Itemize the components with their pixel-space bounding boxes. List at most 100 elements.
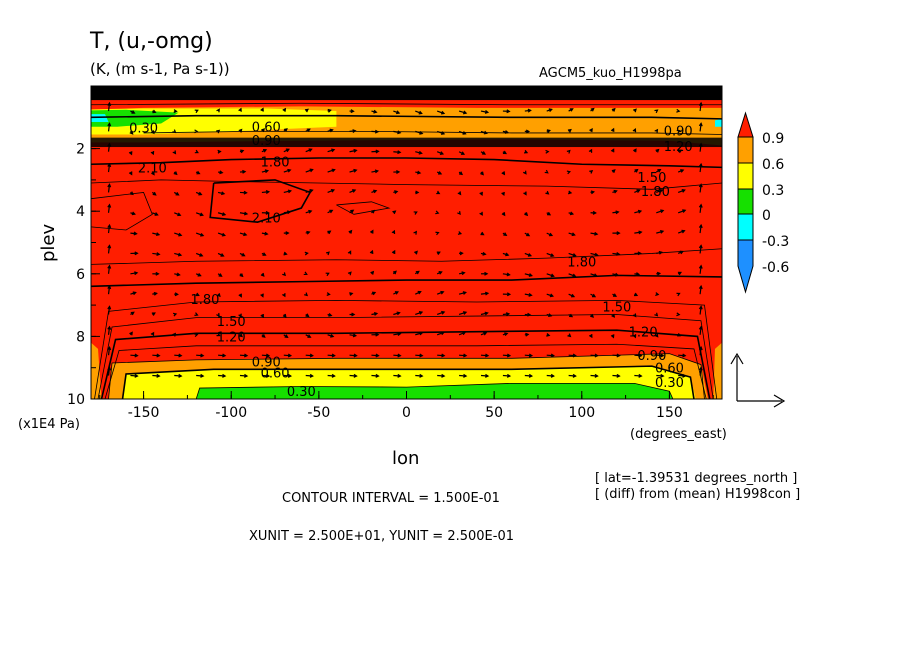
wind-vector-head — [199, 253, 204, 257]
wind-vector-head — [463, 373, 468, 378]
wind-vector-head — [261, 128, 266, 133]
wind-vector-head — [150, 150, 155, 156]
y-tick-label: 6 — [76, 267, 85, 283]
wind-vector-head — [216, 108, 220, 113]
wind-vector-head — [567, 190, 573, 195]
wind-vector-head — [284, 334, 289, 339]
y-axis-title: plev — [38, 223, 59, 262]
wind-vector-head — [680, 169, 685, 173]
wind-vector — [699, 347, 702, 356]
wind-vector-head — [611, 107, 616, 112]
wind-vector-head — [178, 353, 183, 358]
wind-vector-head — [550, 373, 555, 378]
wind-vector-head — [549, 293, 555, 298]
wind-vector-head — [219, 170, 224, 175]
wind-vector-head — [353, 168, 358, 173]
wind-vector-head — [325, 251, 330, 256]
wind-vector-head — [221, 232, 226, 237]
wind-vector-head — [638, 230, 643, 235]
wind-vector-head — [238, 313, 242, 318]
contour-line — [195, 382, 674, 399]
wind-vector-head — [505, 252, 510, 257]
wind-vector-head — [306, 230, 311, 235]
wind-vector-head — [264, 169, 270, 174]
wind-vector-head — [441, 310, 446, 315]
wind-vector-head — [526, 232, 531, 237]
wind-vector-head — [676, 129, 681, 134]
wind-vector-head — [484, 271, 489, 276]
wind-vector — [107, 123, 111, 132]
wind-vector-head — [415, 190, 420, 195]
wind-vector-head — [287, 189, 293, 194]
colorbar-label: 0.6 — [762, 157, 784, 173]
y-tick-label: 4 — [76, 204, 85, 220]
wind-vector-head — [347, 271, 352, 276]
wind-vector-head — [369, 229, 374, 234]
wind-vector-head — [129, 191, 134, 196]
wind-vector-head — [527, 253, 533, 257]
wind-vector-head — [397, 332, 402, 336]
wind-vector-head — [463, 353, 468, 358]
wind-vector-head — [634, 168, 639, 173]
wind-vector-head — [282, 107, 287, 112]
wind-vector-head — [194, 312, 199, 316]
wind-vector-head — [327, 230, 332, 235]
wind-vector-head — [440, 290, 445, 295]
colorbar-label: 0.9 — [762, 131, 784, 147]
wind-vector-head — [132, 291, 137, 296]
wind-vector — [107, 306, 111, 315]
diff-info: [ (diff) from (mean) H1998con ] — [595, 487, 800, 502]
wind-vector-head — [375, 149, 380, 154]
contour-label: 1.80 — [261, 156, 290, 171]
wind-vector — [107, 184, 111, 193]
wind-vector-head — [396, 170, 401, 174]
wind-vector-head — [567, 333, 572, 338]
wind-vector-head — [698, 122, 703, 127]
wind-vector-head — [396, 311, 401, 316]
wind-vector-head — [285, 148, 290, 153]
wind-vector-head — [528, 373, 534, 378]
x-tick-label: -50 — [307, 405, 330, 421]
wind-vector-head — [287, 168, 292, 173]
wind-vector-head — [418, 110, 423, 115]
wind-vector-head — [676, 292, 681, 297]
contour-label: 1.80 — [641, 185, 670, 200]
wind-vector-head — [370, 270, 375, 275]
wind-vector-head — [594, 353, 599, 358]
wind-vector-head — [282, 293, 286, 298]
wind-vector-head — [265, 353, 271, 358]
colorbar-segment — [737, 136, 754, 164]
wind-vector-head — [222, 373, 227, 378]
wind-vector-head — [479, 211, 483, 216]
wind-vector-head — [546, 129, 552, 134]
wind-vector-head — [394, 291, 400, 295]
wind-vector-head — [548, 108, 553, 113]
wind-vector-head — [440, 331, 445, 336]
wind-vector-head — [593, 273, 598, 278]
wind-vector-head — [353, 353, 358, 358]
wind-vector-head — [613, 189, 618, 194]
wind-vector-head — [459, 251, 464, 256]
x-unit-label: (degrees_east) — [630, 427, 727, 442]
wind-vector-head — [481, 151, 487, 155]
wind-vector-head — [654, 312, 659, 317]
wind-vector-head — [129, 130, 134, 135]
wind-vector-head — [572, 253, 577, 257]
wind-vector-head — [241, 252, 246, 257]
contour-labels: 1.80 2.103.000.30 0.600.901.802.102.100.90… — [129, 86, 693, 399]
wind-vector-head — [107, 223, 112, 229]
wind-vector-head — [350, 109, 355, 114]
wind-vector-head — [611, 313, 616, 318]
wind-vector-head — [698, 325, 703, 330]
wind-vector-head — [660, 353, 665, 358]
x-axis-title: lon — [392, 448, 419, 469]
wind-vector-head — [349, 292, 354, 296]
contour-line — [100, 329, 711, 399]
wind-vector-head — [440, 110, 446, 115]
vector-units: XUNIT = 2.500E+01, YUNIT = 2.500E-01 — [249, 529, 514, 544]
wind-vector — [107, 286, 111, 295]
wind-vector-head — [460, 151, 466, 155]
wind-vector — [107, 204, 111, 213]
contour-line — [91, 248, 722, 265]
contour-label: 1.20 — [664, 140, 693, 155]
